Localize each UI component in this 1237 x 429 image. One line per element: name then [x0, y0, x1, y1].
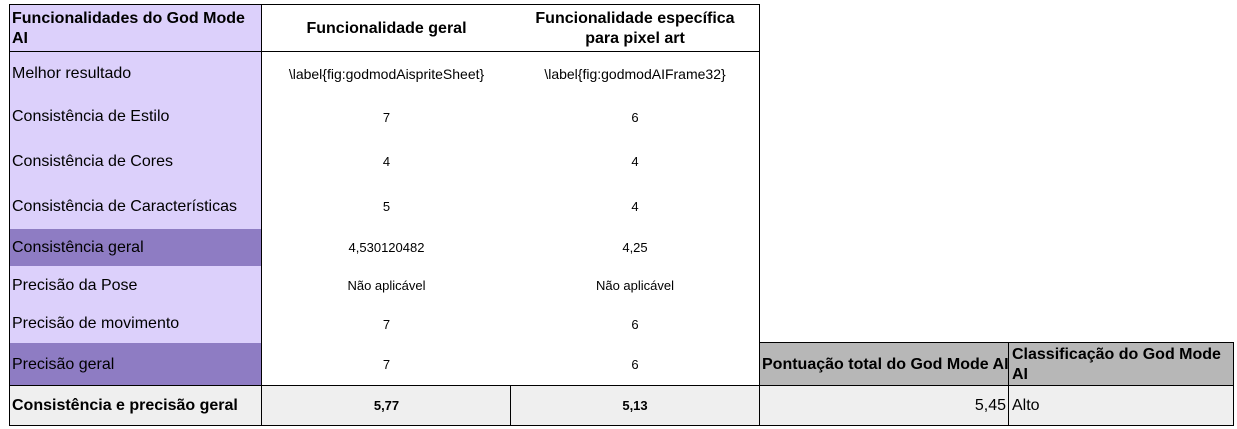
- footer-top-border: [9, 385, 1234, 386]
- summary-score-header-text: Pontuação total do God Mode AI: [762, 355, 1009, 373]
- cell-general-value: 4,530120482: [262, 229, 511, 266]
- cell-pixelart-value: 6: [511, 343, 759, 386]
- summary-class-header: Classificação do God Mode AI: [1009, 343, 1233, 386]
- cell-pixelart-value: 4,25: [511, 229, 759, 266]
- cell-pixelart-text: 6: [631, 109, 639, 125]
- row-label-highlight: Precisão geral: [9, 343, 262, 386]
- cell-general-text: Não aplicável: [347, 278, 426, 293]
- summary-border-right: [1233, 342, 1234, 426]
- row-label: Consistência de Estilo: [9, 95, 262, 139]
- cell-pixelart-value: 6: [511, 95, 759, 139]
- summary-score-text: 5,45: [974, 396, 1006, 414]
- row-label: Precisão de movimento: [9, 305, 262, 343]
- row-label-text: Consistência de Estilo: [12, 108, 170, 125]
- cell-general-value: 4: [262, 139, 511, 184]
- table-column-divider: [261, 4, 262, 426]
- footer-label: Consistência e precisão geral: [9, 386, 262, 425]
- cell-general-text: 7: [382, 316, 391, 332]
- row-label-highlight: Consistência geral: [9, 229, 262, 266]
- cell-general-text: \label{fig:godmodAispriteSheet}: [288, 65, 485, 82]
- footer-pixelart-value: 5,13: [511, 386, 759, 425]
- footer-general-text: 5,77: [373, 398, 400, 413]
- summary-class-text: Alto: [1012, 396, 1040, 414]
- table-header-divider: [9, 51, 760, 52]
- row-label: Precisão da Pose: [9, 266, 262, 305]
- cell-general-text: 4: [382, 154, 391, 169]
- row-label-text: Consistência de Características: [12, 197, 237, 215]
- cell-pixelart-text: 4: [631, 199, 639, 214]
- footer-general-value: 5,77: [262, 386, 511, 425]
- summary-class-value: Alto: [1009, 386, 1233, 425]
- cell-pixelart-value: 6: [511, 305, 759, 343]
- footer-pixelart-text: 5,13: [622, 398, 648, 413]
- cell-general-text: 5: [382, 199, 391, 214]
- cell-pixelart-text: Não aplicável: [595, 278, 675, 293]
- table-border-right: [759, 4, 760, 426]
- row-label: Consistência de Cores: [9, 139, 262, 184]
- summary-score-header: Pontuação total do God Mode AI: [759, 343, 1009, 386]
- cell-general-value: 5: [262, 184, 511, 229]
- header-general-column: Funcionalidade geral: [262, 5, 511, 52]
- row-label-text: Precisão geral: [12, 355, 115, 373]
- cell-general-value: 7: [262, 95, 511, 139]
- table-border-top: [9, 4, 760, 5]
- summary-score-value: 5,45: [759, 386, 1009, 425]
- cell-pixelart-text: \label{fig:godmodAIFrame32}: [544, 65, 726, 82]
- summary-column-divider: [1008, 342, 1009, 426]
- cell-pixelart-text: 6: [631, 316, 639, 332]
- row-label: Consistência de Características: [9, 184, 262, 229]
- cell-general-text: 7: [382, 357, 391, 372]
- footer-label-text: Consistência e precisão geral: [12, 396, 238, 414]
- cell-pixelart-text: 4,25: [622, 240, 648, 255]
- row-label-text: Melhor resultado: [12, 64, 132, 82]
- header-feature-label: Funcionalidades do God Mode AI: [12, 9, 245, 47]
- table-border-left: [9, 4, 10, 426]
- header-pixelart-column: Funcionalidade específica para pixel art: [511, 5, 759, 52]
- table-border-bottom: [9, 425, 1234, 426]
- row-label-text: Precisão de movimento: [12, 315, 180, 332]
- cell-pixelart-value: Não aplicável: [511, 266, 759, 305]
- cell-general-value: 7: [262, 305, 511, 343]
- cell-pixelart-value: 4: [511, 184, 759, 229]
- cell-pixelart-value: 4: [511, 139, 759, 184]
- footer-column-divider: [510, 385, 511, 426]
- summary-border-top: [759, 342, 1234, 343]
- cell-pixelart-text: 6: [631, 357, 639, 372]
- cell-general-value: Não aplicável: [262, 266, 511, 305]
- cell-general-value: 7: [262, 343, 511, 386]
- cell-general-text: 7: [382, 109, 391, 125]
- header-general-label: Funcionalidade geral: [306, 19, 467, 37]
- cell-pixelart-text: 4: [631, 154, 639, 169]
- header-feature-column: Funcionalidades do God Mode AI: [9, 5, 262, 52]
- summary-class-header-text: Classificação do God Mode AI: [1012, 345, 1221, 383]
- row-label: Melhor resultado: [9, 52, 262, 95]
- header-pixelart-label: Funcionalidade específica para pixel art: [535, 9, 735, 47]
- cell-pixelart-value: \label{fig:godmodAIFrame32}: [511, 52, 759, 95]
- cell-general-text: 4,530120482: [348, 240, 425, 255]
- cell-general-value: \label{fig:godmodAispriteSheet}: [262, 52, 511, 95]
- row-label-text: Consistência de Cores: [12, 152, 173, 170]
- row-label-text: Precisão da Pose: [12, 276, 138, 294]
- row-label-text: Consistência geral: [12, 238, 144, 256]
